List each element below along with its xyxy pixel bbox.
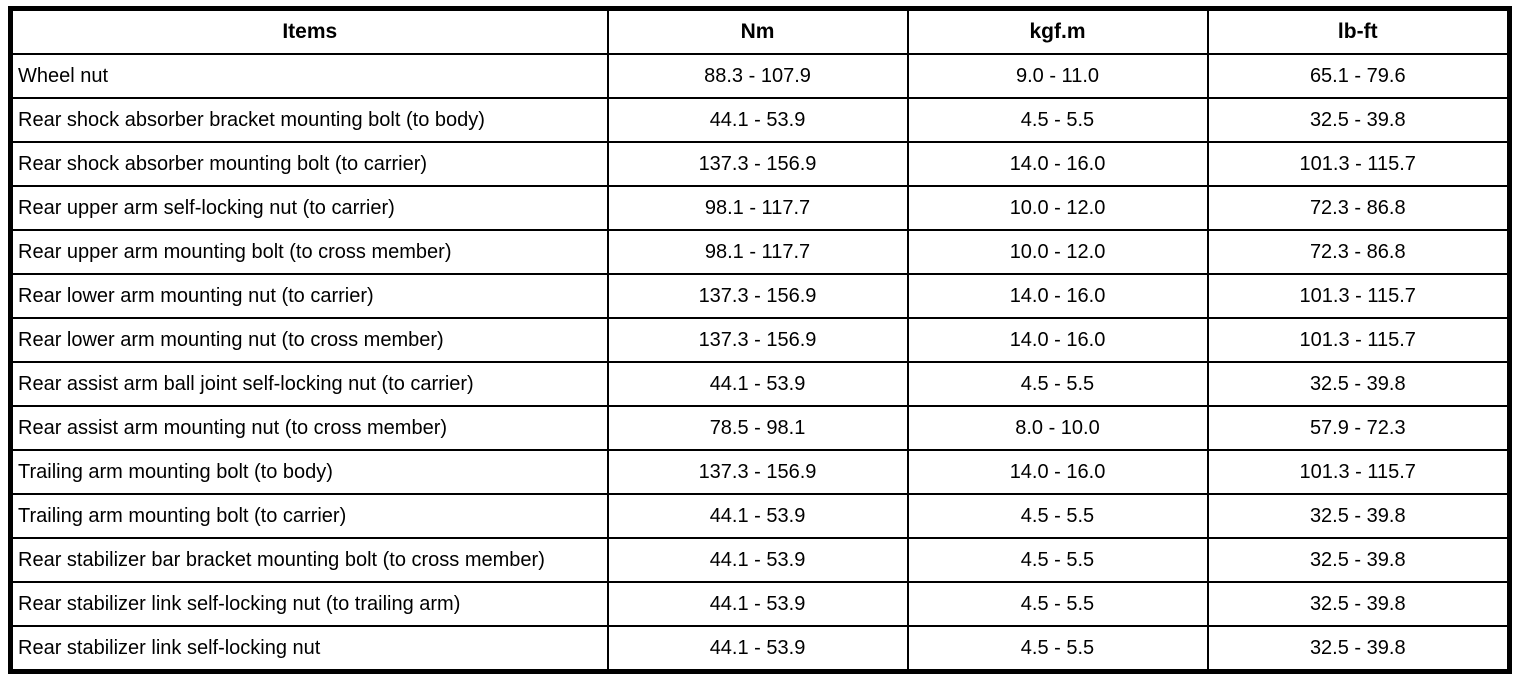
item-name-cell: Wheel nut	[9, 53, 609, 99]
table-row: Trailing arm mounting bolt (to body) 137.…	[9, 449, 1511, 495]
lbft-value-cell: 101.3 - 115.7	[1206, 317, 1511, 363]
column-header-lbft: lb-ft	[1206, 7, 1511, 55]
column-header-items: Items	[9, 7, 609, 55]
kgfm-value-cell: 9.0 - 11.0	[906, 53, 1209, 99]
table-header-row: Items Nm kgf.m lb-ft	[9, 7, 1511, 55]
lbft-value-cell: 101.3 - 115.7	[1206, 141, 1511, 187]
table-row: Rear upper arm self-locking nut (to carr…	[9, 185, 1511, 231]
lbft-value-cell: 32.5 - 39.8	[1206, 97, 1511, 143]
table-row: Rear lower arm mounting nut (to carrier)…	[9, 273, 1511, 319]
kgfm-value-cell: 14.0 - 16.0	[906, 141, 1209, 187]
table-row: Rear stabilizer bar bracket mounting bol…	[9, 537, 1511, 583]
lbft-value-cell: 101.3 - 115.7	[1206, 273, 1511, 319]
lbft-value-cell: 32.5 - 39.8	[1206, 625, 1511, 673]
table-row: Wheel nut 88.3 - 107.9 9.0 - 11.0 65.1 - 79…	[9, 53, 1511, 99]
table-row: Rear lower arm mounting nut (to cross me…	[9, 317, 1511, 363]
lbft-value-cell: 57.9 - 72.3	[1206, 405, 1511, 451]
lbft-value-cell: 32.5 - 39.8	[1206, 361, 1511, 407]
lbft-value-cell: 101.3 - 115.7	[1206, 449, 1511, 495]
kgfm-value-cell: 10.0 - 12.0	[906, 185, 1209, 231]
lbft-value-cell: 32.5 - 39.8	[1206, 537, 1511, 583]
lbft-value-cell: 32.5 - 39.8	[1206, 581, 1511, 627]
kgfm-value-cell: 4.5 - 5.5	[906, 625, 1209, 673]
column-header-kgfm: kgf.m	[906, 7, 1209, 55]
nm-value-cell: 137.3 - 156.9	[606, 317, 909, 363]
table-body: Wheel nut 88.3 - 107.9 9.0 - 11.0 65.1 - 79…	[9, 53, 1511, 673]
table-row: Rear shock absorber mounting bolt (to ca…	[9, 141, 1511, 187]
kgfm-value-cell: 4.5 - 5.5	[906, 537, 1209, 583]
item-name-cell: Rear stabilizer link self-locking nut (t…	[9, 581, 609, 627]
table-row: Trailing arm mounting bolt (to carrier) 4…	[9, 493, 1511, 539]
item-name-cell: Rear stabilizer link self-locking nut	[9, 625, 609, 673]
item-name-cell: Trailing arm mounting bolt (to carrier)	[9, 493, 609, 539]
nm-value-cell: 137.3 - 156.9	[606, 141, 909, 187]
column-header-nm: Nm	[606, 7, 909, 55]
kgfm-value-cell: 4.5 - 5.5	[906, 493, 1209, 539]
table-row: Rear stabilizer link self-locking nut 44.…	[9, 625, 1511, 673]
kgfm-value-cell: 14.0 - 16.0	[906, 449, 1209, 495]
item-name-cell: Rear shock absorber bracket mounting bol…	[9, 97, 609, 143]
table-row: Rear upper arm mounting bolt (to cross m…	[9, 229, 1511, 275]
table-row: Rear assist arm ball joint self-locking …	[9, 361, 1511, 407]
nm-value-cell: 44.1 - 53.9	[606, 361, 909, 407]
item-name-cell: Trailing arm mounting bolt (to body)	[9, 449, 609, 495]
nm-value-cell: 88.3 - 107.9	[606, 53, 909, 99]
item-name-cell: Rear shock absorber mounting bolt (to ca…	[9, 141, 609, 187]
item-name-cell: Rear lower arm mounting nut (to cross me…	[9, 317, 609, 363]
table-row: Rear assist arm mounting nut (to cross m…	[9, 405, 1511, 451]
nm-value-cell: 98.1 - 117.7	[606, 185, 909, 231]
kgfm-value-cell: 10.0 - 12.0	[906, 229, 1209, 275]
nm-value-cell: 44.1 - 53.9	[606, 537, 909, 583]
lbft-value-cell: 72.3 - 86.8	[1206, 229, 1511, 275]
table-row: Rear shock absorber bracket mounting bol…	[9, 97, 1511, 143]
lbft-value-cell: 72.3 - 86.8	[1206, 185, 1511, 231]
item-name-cell: Rear stabilizer bar bracket mounting bol…	[9, 537, 609, 583]
item-name-cell: Rear assist arm mounting nut (to cross m…	[9, 405, 609, 451]
lbft-value-cell: 65.1 - 79.6	[1206, 53, 1511, 99]
kgfm-value-cell: 4.5 - 5.5	[906, 97, 1209, 143]
item-name-cell: Rear assist arm ball joint self-locking …	[9, 361, 609, 407]
item-name-cell: Rear lower arm mounting nut (to carrier)	[9, 273, 609, 319]
kgfm-value-cell: 4.5 - 5.5	[906, 361, 1209, 407]
nm-value-cell: 137.3 - 156.9	[606, 273, 909, 319]
item-name-cell: Rear upper arm self-locking nut (to carr…	[9, 185, 609, 231]
nm-value-cell: 78.5 - 98.1	[606, 405, 909, 451]
kgfm-value-cell: 4.5 - 5.5	[906, 581, 1209, 627]
nm-value-cell: 44.1 - 53.9	[606, 97, 909, 143]
kgfm-value-cell: 8.0 - 10.0	[906, 405, 1209, 451]
torque-spec-table: Items Nm kgf.m lb-ft Wheel nut 88.3 - 107…	[8, 6, 1512, 674]
lbft-value-cell: 32.5 - 39.8	[1206, 493, 1511, 539]
nm-value-cell: 44.1 - 53.9	[606, 581, 909, 627]
nm-value-cell: 98.1 - 117.7	[606, 229, 909, 275]
item-name-cell: Rear upper arm mounting bolt (to cross m…	[9, 229, 609, 275]
kgfm-value-cell: 14.0 - 16.0	[906, 273, 1209, 319]
nm-value-cell: 44.1 - 53.9	[606, 493, 909, 539]
kgfm-value-cell: 14.0 - 16.0	[906, 317, 1209, 363]
table-row: Rear stabilizer link self-locking nut (t…	[9, 581, 1511, 627]
nm-value-cell: 137.3 - 156.9	[606, 449, 909, 495]
nm-value-cell: 44.1 - 53.9	[606, 625, 909, 673]
